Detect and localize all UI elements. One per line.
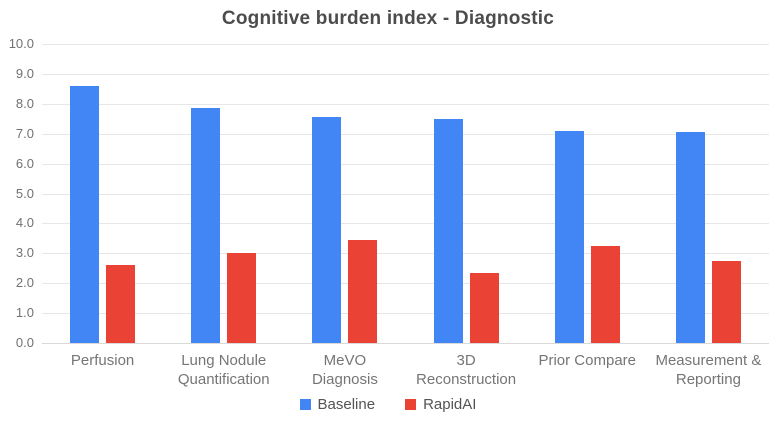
y-tick-label: 5.0	[15, 185, 34, 201]
bar-rapidai	[106, 265, 136, 343]
x-category-label: Perfusion	[70, 352, 135, 369]
legend: Baseline RapidAI	[0, 396, 776, 413]
gridline	[42, 73, 769, 75]
bar-rapidai	[227, 253, 257, 343]
bar-baseline	[191, 108, 221, 343]
y-tick-label: 8.0	[15, 95, 34, 111]
bar-rapidai	[469, 272, 499, 343]
gridline	[42, 223, 769, 225]
x-category-label: Lung Nodule Quantification	[177, 352, 270, 388]
bar-rapidai	[348, 239, 378, 343]
x-category-label: 3D Reconstruction	[416, 352, 517, 388]
x-category-label: Measurement & Reporting	[655, 352, 762, 388]
legend-label: Baseline	[317, 396, 376, 413]
gridline	[42, 44, 769, 45]
bar-baseline	[433, 118, 463, 343]
chart-title: Cognitive burden index - Diagnostic	[221, 8, 555, 29]
x-category-label: MeVO Diagnosis	[311, 352, 378, 388]
y-tick-label: 9.0	[15, 65, 34, 81]
bar-baseline	[312, 117, 342, 343]
bar-baseline	[70, 85, 100, 343]
y-tick-label: 6.0	[15, 155, 34, 171]
legend-item-rapidai: RapidAI	[405, 396, 476, 413]
bar-rapidai	[711, 260, 741, 343]
plot-area	[42, 44, 769, 344]
gridline	[42, 283, 769, 285]
y-tick-label: 2.0	[15, 275, 34, 291]
bar-baseline	[675, 132, 705, 343]
gridline	[42, 253, 769, 255]
gridline	[42, 133, 769, 135]
y-tick-label: 4.0	[15, 215, 34, 231]
gridline	[42, 313, 769, 315]
y-tick-label: 1.0	[15, 305, 34, 321]
gridline	[42, 343, 769, 344]
y-tick-label: 7.0	[15, 125, 34, 141]
x-category-label: Prior Compare	[538, 352, 636, 369]
bar-baseline	[554, 130, 584, 343]
legend-swatch-icon	[299, 399, 311, 410]
legend-label: RapidAI	[423, 396, 477, 413]
gridline	[42, 163, 769, 165]
y-tick-label: 0.0	[15, 335, 34, 350]
legend-item-baseline: Baseline	[299, 396, 376, 413]
gridline	[42, 193, 769, 195]
y-tick-label: 10.0	[8, 36, 34, 51]
legend-swatch-icon	[405, 399, 417, 410]
y-tick-label: 3.0	[15, 245, 34, 261]
bar-rapidai	[590, 245, 620, 343]
gridline	[42, 103, 769, 105]
